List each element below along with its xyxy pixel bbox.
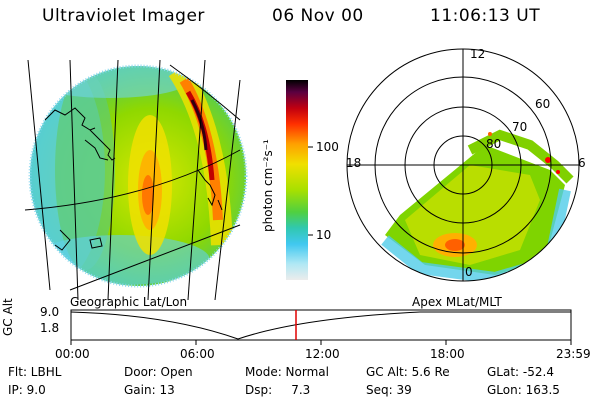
altitude-plot-frame: [70, 309, 572, 341]
lat-label-60: 60: [535, 97, 551, 111]
coastlines: [44, 107, 223, 251]
lat-label-80: 80: [486, 137, 502, 151]
time-label: 11:06:13 UT: [430, 6, 541, 26]
altitude-ytick-low: 1.8: [40, 321, 60, 335]
instrument-title: Ultraviolet Imager: [42, 6, 205, 26]
geographic-grid: [24, 59, 241, 301]
info-seq: Seq: 39: [366, 383, 412, 397]
altitude-xtick-1200: 12:00: [305, 347, 340, 361]
mlt-label-18: 18: [346, 156, 362, 170]
info-door: Door: Open: [124, 365, 193, 379]
info-gain: Gain: 13: [124, 383, 175, 397]
mlt-label-6: 6: [578, 156, 586, 170]
colorbar-units: photon cm⁻²s⁻¹: [261, 139, 275, 232]
info-glon: GLon: 163.5: [487, 383, 560, 397]
info-mode: Mode: Normal: [245, 365, 329, 379]
polar-image: [381, 129, 574, 281]
altitude-ylabel: GC Alt: [1, 298, 15, 336]
lat-label-70: 70: [512, 120, 528, 134]
altitude-xtick-0000: 00:00: [55, 347, 90, 361]
mlt-label-0: 0: [465, 265, 473, 279]
info-gcalt: GC Alt: 5.6 Re: [366, 365, 450, 379]
date-label: 06 Nov 00: [272, 6, 364, 26]
colorbar-label-100: 100: [316, 140, 339, 154]
info-dsp: Dsp: 7.3: [245, 383, 311, 397]
altitude-curve: [70, 311, 571, 340]
geographic-panel-label: Geographic Lat/Lon: [70, 295, 188, 309]
mlt-label-12: 12: [470, 47, 486, 61]
altitude-xtick-0600: 06:00: [180, 347, 215, 361]
altitude-xtick-2359: 23:59: [556, 347, 591, 361]
info-ip: IP: 9.0: [8, 383, 46, 397]
info-glat: GLat: -52.4: [487, 365, 554, 379]
apex-panel-label: Apex MLat/MLT: [412, 295, 502, 309]
colorbar-label-10: 10: [316, 228, 332, 242]
polar-grid: [346, 48, 580, 282]
colorbar: [286, 80, 308, 280]
altitude-ytick-high: 9.0: [40, 305, 60, 319]
info-flt: Flt: LBHL: [8, 365, 62, 379]
altitude-xtick-1800: 18:00: [430, 347, 465, 361]
